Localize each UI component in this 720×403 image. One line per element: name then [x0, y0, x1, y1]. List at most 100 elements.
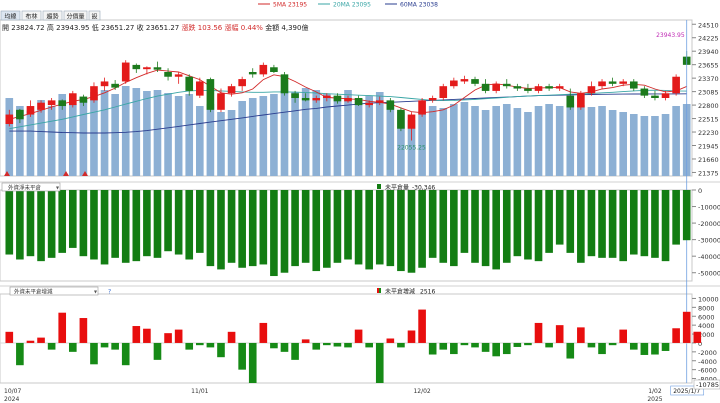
- candle-body: [598, 81, 606, 87]
- quote-value: 高: [47, 23, 54, 32]
- candle-body: [143, 67, 151, 70]
- indicator-select-2[interactable]: [1, 182, 61, 192]
- candle-body: [386, 100, 395, 110]
- event-marker: [63, 171, 69, 176]
- candle-body: [90, 86, 98, 101]
- tab-label[interactable]: 趨勢: [46, 13, 58, 21]
- legend-label: 未平倉量: [385, 184, 409, 192]
- quote-value: 4,390億: [281, 23, 308, 32]
- volume-bar: [428, 106, 437, 176]
- oi-bar: [471, 190, 479, 263]
- y-tick-label: 23085: [698, 89, 719, 97]
- candle-body: [545, 86, 553, 89]
- oi-change-bar: [238, 342, 246, 370]
- oi-change-bar: [16, 342, 24, 366]
- oi-change-bar: [619, 329, 628, 343]
- oi-change-bar: [513, 342, 522, 347]
- quote-value: 金額: [265, 23, 279, 32]
- legend-value: -30,346: [412, 185, 435, 192]
- volume-bar: [301, 88, 310, 176]
- oi-change-bar: [365, 342, 373, 348]
- candle-body: [471, 79, 479, 84]
- oi-bar: [534, 190, 543, 262]
- quote-value: 低: [92, 23, 99, 32]
- oi-change-bar: [153, 342, 162, 360]
- volume-bar: [397, 112, 405, 176]
- oi-bar: [566, 190, 575, 253]
- volume-bar: [344, 90, 352, 176]
- indicator-select-label[interactable]: 外資淨未平倉: [8, 184, 42, 192]
- oi-change-bar: [323, 342, 331, 346]
- tab-0[interactable]: [0, 10, 21, 21]
- tab-label[interactable]: 均線: [4, 13, 16, 21]
- candle-body: [344, 98, 352, 102]
- oi-bar: [672, 190, 680, 245]
- help-icon[interactable]: ?: [108, 289, 111, 296]
- oi-change-bar: [534, 322, 543, 343]
- y-tick-label: 23940: [698, 48, 719, 56]
- legend-swatch: [379, 288, 381, 293]
- oi-change-bar: [386, 338, 395, 343]
- event-marker: [4, 171, 10, 176]
- oi-change-bar: [471, 342, 479, 348]
- oi-bar: [344, 190, 352, 260]
- y-tick-label: 24225: [698, 35, 719, 43]
- event-marker: [82, 171, 88, 176]
- tab-label[interactable]: 布林: [25, 13, 37, 21]
- chevron-down-icon: ▾: [94, 289, 97, 296]
- oi-bar: [164, 190, 172, 252]
- oi-change-bar: [460, 342, 469, 346]
- volume-bar: [196, 106, 204, 176]
- oi-bar: [26, 190, 35, 257]
- oi-change-bar: [164, 333, 172, 343]
- candle-body: [397, 109, 405, 129]
- legend-label: 5MA 23195: [273, 2, 307, 9]
- ma60-line: [9, 93, 687, 134]
- candle-body: [661, 93, 670, 98]
- oi-change-bar: [111, 342, 119, 350]
- chevron-down-icon: ▾: [56, 185, 59, 192]
- oi-change-bar: [502, 342, 511, 355]
- volume-bar: [354, 98, 363, 176]
- candle-body: [407, 114, 416, 129]
- y-tick-label: 0: [698, 187, 702, 195]
- panel-frame-3: [0, 293, 693, 384]
- y-tick-label: 22230: [698, 129, 719, 137]
- tab-2[interactable]: [42, 10, 63, 21]
- oi-bar: [439, 190, 448, 263]
- legend-swatch: [377, 184, 381, 189]
- y-tick-label: 21660: [698, 156, 719, 164]
- candle-body: [227, 86, 236, 94]
- oi-change-bar: [174, 329, 183, 343]
- candle-body: [58, 100, 67, 107]
- oi-change-bar: [608, 342, 617, 346]
- oi-bar: [598, 190, 606, 258]
- candle-body: [587, 86, 596, 94]
- y-tick-label: 0: [698, 340, 702, 348]
- x-year-label: 2024: [4, 396, 19, 403]
- candle-body: [100, 81, 109, 87]
- y-tick-label: 22800: [698, 102, 719, 110]
- oi-bar: [513, 190, 522, 257]
- volume-bar: [333, 96, 342, 176]
- tab-label[interactable]: 分價量: [66, 13, 84, 21]
- tab-1[interactable]: [21, 10, 42, 21]
- volume-bar: [153, 90, 162, 176]
- indicator-select-label[interactable]: 外資未平倉增減: [14, 288, 53, 296]
- volume-bar: [534, 106, 543, 176]
- oi-change-bar: [37, 337, 45, 343]
- ma20-line: [9, 89, 687, 130]
- oi-change-bar: [248, 342, 257, 383]
- tab-label[interactable]: 設: [91, 13, 97, 21]
- candle-body: [26, 106, 35, 115]
- tab-3[interactable]: [63, 10, 88, 21]
- volume-bar: [270, 94, 278, 176]
- tab-4[interactable]: [88, 10, 101, 21]
- volume-bar: [164, 93, 172, 176]
- volume-bar: [460, 102, 469, 176]
- indicator-select-3[interactable]: [9, 286, 99, 296]
- oi-bar: [301, 190, 310, 263]
- volume-bar: [513, 108, 522, 176]
- oi-bar: [323, 190, 331, 268]
- y-tick-label: -6000: [698, 367, 717, 375]
